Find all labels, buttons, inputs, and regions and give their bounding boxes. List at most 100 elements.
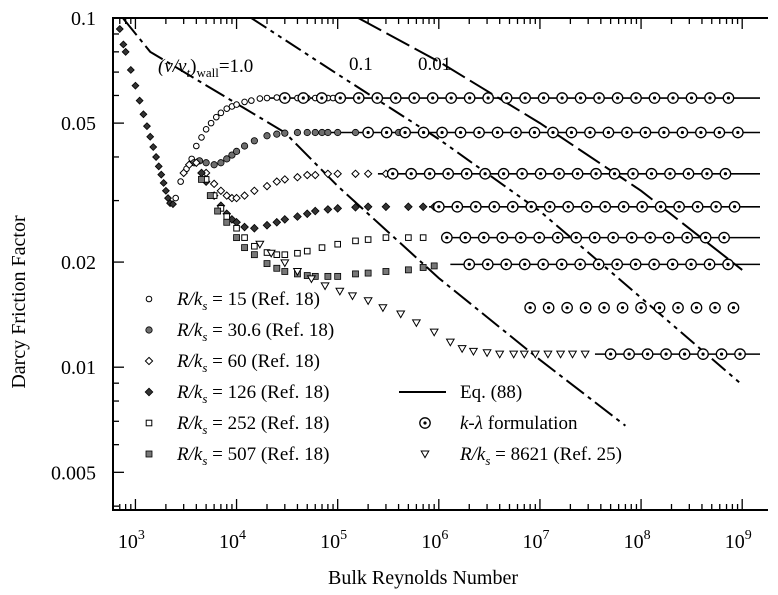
data-point-circle-dot [599, 200, 612, 213]
y-tick-label: 0.01 [61, 357, 96, 379]
data-point-circle-gray [223, 155, 231, 163]
data-point-circle-dot [362, 126, 374, 139]
data-point-diamond-dark [351, 202, 360, 212]
data-point-circle-gray [217, 159, 225, 167]
data-point-circle-dot [519, 92, 531, 104]
data-point-triangle-down-open [543, 350, 553, 359]
data-point-circle-dot [463, 258, 476, 271]
data-point-circle-dot [602, 126, 615, 139]
data-point-circle-open [248, 97, 255, 104]
data-point-square-open [251, 242, 258, 250]
data-point-diamond-dark [280, 215, 290, 224]
data-point-circle-dot [731, 126, 744, 139]
data-point-circle-dot [701, 167, 713, 180]
data-point-triangle-down-open [378, 304, 388, 313]
data-point-diamond-dark [168, 200, 177, 209]
data-point-circle-dot [617, 200, 630, 213]
data-point-square-gray [241, 244, 248, 252]
data-point-square-gray [206, 192, 214, 200]
data-point-circle-dot [621, 126, 633, 139]
data-point-circle-dot [481, 258, 494, 271]
data-point-circle-open [256, 95, 264, 102]
data-point-square-gray [263, 260, 271, 268]
data-point-diamond-open [363, 169, 373, 179]
data-point-diamond-dark [126, 65, 135, 74]
data-point-circle-dot [627, 167, 639, 180]
data-point-circle-dot [386, 167, 399, 180]
data-point-diamond-dark [149, 143, 158, 152]
data-point-circle-dot [644, 231, 657, 244]
data-point-circle-dot [629, 258, 642, 271]
data-point-circle-dot [658, 126, 670, 139]
data-point-circle-dot [666, 258, 679, 271]
data-point-circle-open [202, 126, 210, 133]
data-point-circle-gray [210, 161, 218, 169]
data-point-circle-open [172, 194, 179, 202]
data-markers [115, 25, 746, 360]
data-point-circle-dot [678, 348, 691, 360]
data-point-triangle-down-open [429, 328, 439, 337]
data-point-circle-gray [311, 128, 319, 137]
data-point-circle-dot [500, 92, 513, 104]
data-point-triangle-down-open [347, 292, 358, 301]
data-point-square-gray [233, 234, 240, 242]
data-point-circle-dot [432, 200, 445, 213]
data-point-diamond-open [209, 179, 219, 189]
data-point-diamond-dark [161, 186, 170, 195]
data-point-circle-gray [263, 132, 271, 140]
data-point-diamond-open [232, 193, 241, 203]
data-point-diamond-dark [333, 204, 343, 213]
legend-label: R/ks = 507 (Ref. 18) [176, 444, 329, 468]
y-tick-label: 0.05 [61, 113, 96, 135]
data-point-circle-dot [699, 231, 712, 244]
data-point-circle-dot [681, 231, 693, 244]
data-point-triangle-down-open [580, 350, 590, 359]
data-point-circle-dot [556, 92, 568, 104]
legend-label: R/ks = 252 (Ref. 18) [176, 413, 329, 437]
data-point-diamond-open [280, 175, 290, 184]
data-point-circle-dot [440, 231, 453, 244]
data-point-circle-dot [436, 126, 448, 139]
legend-label: R/ks = 60 (Ref. 18) [176, 351, 320, 375]
data-point-circle-open [145, 295, 153, 303]
data-point-square-gray [382, 268, 390, 275]
y-tick-label: 0.005 [51, 462, 96, 484]
data-point-circle-dot [380, 126, 393, 139]
data-point-diamond-dark [131, 81, 140, 90]
data-point-circle-dot [454, 126, 467, 139]
data-point-diamond-open [192, 158, 201, 168]
data-point-circle-dot [315, 92, 328, 104]
data-point-circle-gray [351, 128, 360, 137]
x-tick-label: 107 [522, 528, 549, 553]
data-point-circle-dot [584, 126, 596, 139]
y-tick-label: 0.1 [71, 8, 96, 30]
data-point-square-open [364, 236, 372, 243]
tick-marks [112, 17, 743, 510]
y-tick-label: 0.02 [61, 252, 96, 274]
data-point-triangle-down-open [396, 310, 406, 319]
data-point-circle-dot [352, 92, 365, 104]
x-tick-label: 105 [320, 528, 347, 553]
iso-line-labels: (ν/νt)wall=1.0 0.1 0.01 [158, 54, 451, 80]
data-point-circle-dot [278, 92, 291, 104]
data-point-triangle-down-open [266, 249, 276, 258]
data-point-circle-dot [555, 258, 568, 271]
data-point-square-gray [364, 269, 372, 277]
data-point-circle-dot [704, 92, 716, 104]
data-point-diamond-dark [404, 202, 413, 212]
data-point-circle-dot [389, 92, 402, 104]
data-point-diamond-dark [262, 220, 272, 230]
data-point-circle-dot [571, 167, 584, 180]
data-point-circle-dot [297, 92, 310, 104]
data-point-circle-dot [593, 92, 605, 104]
data-point-circle-dot [543, 200, 556, 213]
data-point-circle-dot [697, 348, 709, 360]
data-point-triangle-down-open [567, 350, 578, 359]
data-point-circle-dot [463, 92, 476, 104]
data-point-circle-dot [426, 92, 439, 104]
legend: R/ks = 15 (Ref. 18) R/ks = 30.6 (Ref. 18)… [144, 289, 622, 468]
data-point-diamond-open [310, 170, 320, 180]
data-point-circle-dot [533, 231, 546, 244]
data-point-circle-dot [460, 167, 473, 180]
data-point-circle-dot [672, 301, 684, 314]
